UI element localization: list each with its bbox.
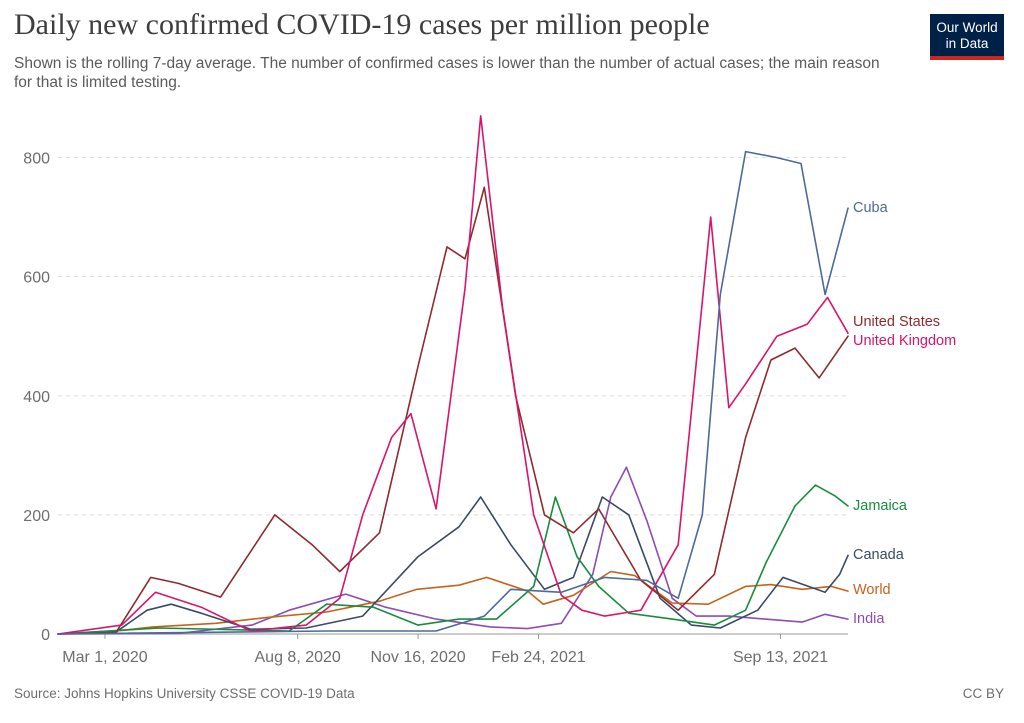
owid-logo[interactable]: Our World in Data — [930, 14, 1004, 60]
series-label-canada: Canada — [853, 547, 905, 563]
series-label-jamaica: Jamaica — [853, 498, 908, 514]
series-label-united-states: United States — [853, 314, 940, 330]
page-subtitle: Shown is the rolling 7-day average. The … — [14, 55, 880, 91]
page-title: Daily new confirmed COVID-19 cases per m… — [14, 8, 710, 41]
y-tick-label: 600 — [23, 270, 50, 287]
series-labels: India World Canada Jamaica United States Unit… — [853, 200, 956, 627]
series-label-world: World — [853, 582, 891, 598]
x-tick-label: Sep 13, 2021 — [733, 649, 828, 666]
x-tick-label: Mar 1, 2020 — [62, 649, 147, 666]
series-line-india — [57, 466, 849, 635]
y-tick-label: 0 — [41, 627, 50, 644]
y-tick-label: 400 — [23, 389, 50, 406]
y-tick-label: 800 — [23, 151, 50, 168]
series-label-india: India — [853, 611, 885, 627]
series-line-united-kingdom — [57, 115, 849, 635]
series-lines — [57, 115, 849, 635]
license-link[interactable]: CC BY — [962, 686, 1004, 701]
series-line-canada — [57, 496, 849, 635]
series-line-jamaica — [57, 484, 849, 635]
x-tick-label: Nov 16, 2020 — [370, 649, 465, 666]
x-tick-label: Aug 8, 2020 — [255, 649, 341, 666]
y-tick-label: 200 — [23, 508, 50, 525]
series-line-united-states — [57, 186, 849, 635]
series-line-world — [57, 570, 849, 635]
source-note[interactable]: Source: Johns Hopkins University CSSE CO… — [14, 686, 355, 701]
grid-lines — [58, 157, 848, 635]
series-label-united-kingdom: United Kingdom — [853, 333, 956, 349]
y-axis-ticks: 0 200 400 600 800 — [23, 151, 50, 644]
series-label-cuba: Cuba — [853, 200, 889, 216]
x-tick-label: Feb 24, 2021 — [491, 649, 585, 666]
x-axis-ticks: Mar 1, 2020 Aug 8, 2020 Nov 16, 2020 Feb 24… — [62, 634, 828, 666]
series-line-cuba — [57, 150, 849, 635]
